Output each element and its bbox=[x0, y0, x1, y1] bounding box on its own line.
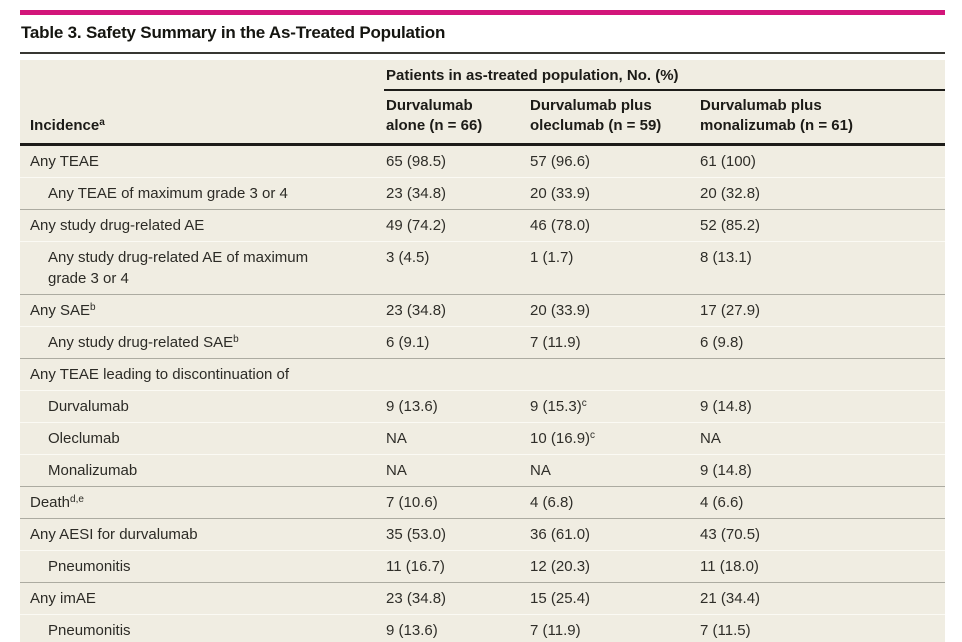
row-label: Any TEAE bbox=[30, 153, 99, 170]
table-title: Table 3. Safety Summary in the As-Treate… bbox=[20, 15, 945, 54]
value-cell: 10 (16.9)c bbox=[530, 430, 596, 447]
group-header-row: Patients in as-treated population, No. (… bbox=[20, 60, 945, 91]
value-cell: 65 (98.5) bbox=[386, 153, 447, 170]
value-cell: NA bbox=[386, 430, 407, 447]
value-cell: 9 (14.8) bbox=[700, 398, 752, 415]
column-header-row: Incidencea Durvalumab alone (n = 66) Dur… bbox=[20, 91, 945, 146]
table-row: Deathd,e 7 (10.6) 4 (6.8) 4 (6.6) bbox=[20, 486, 945, 518]
value-cell: 46 (78.0) bbox=[530, 217, 591, 234]
row-label: Any study drug-related AE of maximum gra… bbox=[48, 249, 309, 287]
value-cell: 9 (13.6) bbox=[386, 398, 438, 415]
table-row: Any study drug-related AE of maximum gra… bbox=[20, 241, 945, 294]
value-cell bbox=[384, 359, 528, 390]
value-cell: 15 (25.4) bbox=[530, 590, 591, 607]
row-label: Any SAEb bbox=[30, 302, 96, 319]
table-row: Pneumonitis 9 (13.6) 7 (11.9) 7 (11.5) bbox=[20, 614, 945, 642]
value-cell bbox=[698, 359, 945, 390]
value-cell: 6 (9.1) bbox=[386, 334, 430, 351]
row-label: Durvalumab bbox=[48, 398, 129, 415]
value-cell: 57 (96.6) bbox=[530, 153, 591, 170]
column-header-durvalumab-monalizumab: Durvalumab plus monalizumab (n = 61) bbox=[700, 97, 853, 134]
value-cell: 20 (32.8) bbox=[700, 185, 761, 202]
table-row: Any study drug-related SAEb 6 (9.1) 7 (11.… bbox=[20, 326, 945, 358]
column-header-durvalumab-oleclumab: Durvalumab plus oleclumab (n = 59) bbox=[530, 97, 662, 134]
table-row: Any SAEb 23 (34.8) 20 (33.9) 17 (27.9) bbox=[20, 294, 945, 326]
footnote-marker: c bbox=[581, 398, 587, 409]
table-row: Oleclumab NA 10 (16.9)c NA bbox=[20, 422, 945, 454]
table-row: Any TEAE of maximum grade 3 or 4 23 (34.8… bbox=[20, 177, 945, 209]
value-cell: 4 (6.6) bbox=[700, 494, 744, 511]
row-label: Oleclumab bbox=[48, 430, 120, 447]
row-label: Deathd,e bbox=[30, 494, 84, 511]
footnote-marker: c bbox=[590, 430, 596, 441]
value-cell: 9 (14.8) bbox=[700, 462, 752, 479]
table-row: Any TEAE leading to discontinuation of bbox=[20, 358, 945, 390]
table-row: Any AESI for durvalumab 35 (53.0) 36 (61.0… bbox=[20, 518, 945, 550]
value-cell: NA bbox=[386, 462, 407, 479]
footnote-marker: d,e bbox=[70, 494, 84, 505]
value-cell: 52 (85.2) bbox=[700, 217, 761, 234]
column-header-durvalumab-alone: Durvalumab alone (n = 66) bbox=[386, 97, 483, 134]
value-cell: 7 (11.9) bbox=[530, 622, 581, 639]
row-label: Any TEAE of maximum grade 3 or 4 bbox=[48, 185, 288, 202]
value-cell: 6 (9.8) bbox=[700, 334, 744, 351]
value-cell: 23 (34.8) bbox=[386, 302, 447, 319]
row-header-incidence: Incidencea bbox=[20, 91, 384, 143]
value-cell: 3 (4.5) bbox=[386, 249, 430, 266]
value-cell: 11 (18.0) bbox=[700, 558, 759, 575]
value-cell: 1 (1.7) bbox=[530, 249, 574, 266]
value-cell: NA bbox=[530, 462, 551, 479]
footnote-marker: b bbox=[233, 334, 239, 345]
value-cell: 20 (33.9) bbox=[530, 302, 591, 319]
value-cell: 7 (11.5) bbox=[700, 622, 751, 639]
value-cell: 49 (74.2) bbox=[386, 217, 447, 234]
value-cell: 9 (13.6) bbox=[386, 622, 438, 639]
row-label: Pneumonitis bbox=[48, 558, 131, 575]
value-cell bbox=[528, 359, 698, 390]
row-label: Any study drug-related AE bbox=[30, 217, 205, 234]
row-label: Any study drug-related SAEb bbox=[48, 334, 239, 351]
value-cell: 36 (61.0) bbox=[530, 526, 591, 543]
value-cell: 21 (34.4) bbox=[700, 590, 761, 607]
value-cell: 7 (10.6) bbox=[386, 494, 438, 511]
value-cell: 17 (27.9) bbox=[700, 302, 761, 319]
value-cell: 35 (53.0) bbox=[386, 526, 447, 543]
value-cell: 4 (6.8) bbox=[530, 494, 574, 511]
table-row: Durvalumab 9 (13.6) 9 (15.3)c 9 (14.8) bbox=[20, 390, 945, 422]
value-cell: 23 (34.8) bbox=[386, 185, 447, 202]
table-row: Any TEAE 65 (98.5) 57 (96.6) 61 (100) bbox=[20, 146, 945, 177]
row-label: Pneumonitis bbox=[48, 622, 131, 639]
table-row: Any imAE 23 (34.8) 15 (25.4) 21 (34.4) bbox=[20, 582, 945, 614]
table-header: Patients in as-treated population, No. (… bbox=[20, 60, 945, 146]
row-label: Any TEAE leading to discontinuation of bbox=[30, 366, 290, 383]
table-row: Pneumonitis 11 (16.7) 12 (20.3) 11 (18.0) bbox=[20, 550, 945, 582]
table-row: Any study drug-related AE 49 (74.2) 46 (78… bbox=[20, 209, 945, 241]
value-cell: 7 (11.9) bbox=[530, 334, 581, 351]
footnote-marker: a bbox=[99, 117, 105, 128]
value-cell: 12 (20.3) bbox=[530, 558, 591, 575]
value-cell: 61 (100) bbox=[700, 153, 756, 170]
value-cell: 11 (16.7) bbox=[386, 558, 445, 575]
top-accent-bar bbox=[20, 10, 945, 15]
row-label: Any AESI for durvalumab bbox=[30, 526, 198, 543]
row-label: Monalizumab bbox=[48, 462, 138, 479]
value-cell: 23 (34.8) bbox=[386, 590, 447, 607]
row-label: Any imAE bbox=[30, 590, 96, 607]
footnote-marker: b bbox=[90, 302, 96, 313]
article-table-panel: Table 3. Safety Summary in the As-Treate… bbox=[20, 10, 945, 642]
value-cell: 20 (33.9) bbox=[530, 185, 591, 202]
value-cell: NA bbox=[700, 430, 721, 447]
value-cell: 43 (70.5) bbox=[700, 526, 761, 543]
row-header-label: Incidence bbox=[30, 117, 100, 134]
table-row: Monalizumab NA NA 9 (14.8) bbox=[20, 454, 945, 486]
safety-summary-table: Patients in as-treated population, No. (… bbox=[20, 60, 945, 642]
value-cell: 8 (13.1) bbox=[700, 249, 752, 266]
table-body: Any TEAE 65 (98.5) 57 (96.6) 61 (100) Any TE… bbox=[20, 146, 945, 642]
group-header: Patients in as-treated population, No. (… bbox=[384, 60, 945, 91]
value-cell: 9 (15.3)c bbox=[530, 398, 587, 415]
